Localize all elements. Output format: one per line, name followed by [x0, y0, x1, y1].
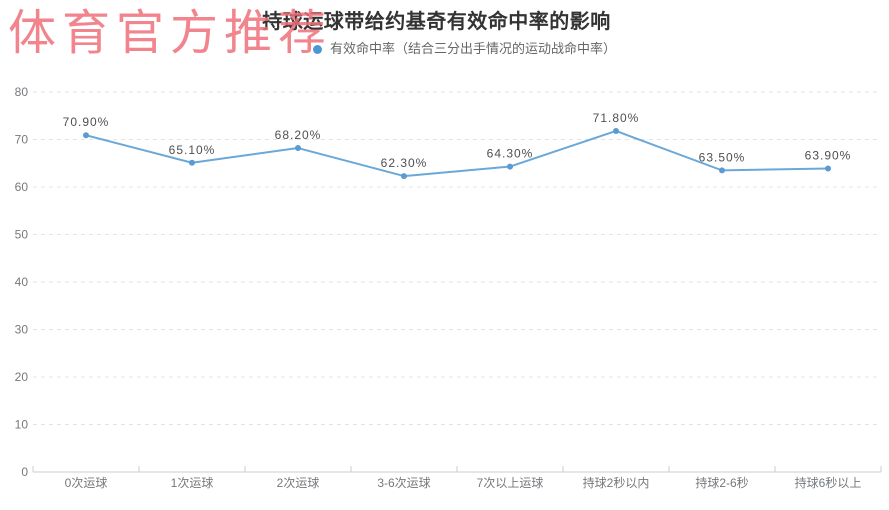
- y-axis-tick-label: 20: [15, 370, 29, 384]
- data-point-label: 71.80%: [593, 111, 640, 125]
- x-axis-label: 持球2-6秒: [695, 475, 748, 490]
- data-point-marker[interactable]: [719, 167, 725, 174]
- y-axis-tick-label: 50: [15, 228, 29, 242]
- y-axis-tick-label: 60: [15, 180, 29, 194]
- x-axis-label: 7次以上运球: [477, 476, 544, 490]
- x-axis-label: 2次运球: [277, 476, 320, 490]
- x-axis-label: 0次运球: [65, 476, 108, 490]
- x-axis-label: 1次运球: [171, 476, 214, 490]
- data-point-label: 64.30%: [487, 147, 534, 161]
- legend-label: 有效命中率（结合三分出手情况的运动战命中率）: [329, 41, 616, 56]
- chart-title: 持球运球带给约基奇有效命中率的影响: [262, 11, 611, 33]
- data-point-label: 65.10%: [169, 143, 216, 157]
- x-axis-label: 3-6次运球: [377, 476, 430, 490]
- legend-item[interactable]: 有效命中率（结合三分出手情况的运动战命中率）: [0, 42, 889, 56]
- y-axis-tick-label: 10: [15, 418, 29, 432]
- series-line: [85, 129, 829, 178]
- y-axis-tick-label: 40: [15, 275, 29, 289]
- data-point-label: 63.50%: [699, 150, 746, 164]
- data-point-marker[interactable]: [507, 163, 513, 170]
- chart-header: 持球运球带给约基奇有效命中率的影响 有效命中率（结合三分出手情况的运动战命中率）: [0, 10, 889, 56]
- y-axis-tick-label: 80: [15, 85, 29, 99]
- data-point-label: 63.90%: [805, 148, 852, 162]
- data-point-marker[interactable]: [401, 173, 407, 180]
- data-point-label: 68.20%: [275, 128, 322, 142]
- data-point-marker[interactable]: [83, 132, 89, 139]
- data-point-marker[interactable]: [295, 145, 301, 152]
- y-axis-tick-label: 0: [21, 465, 28, 479]
- data-point-marker[interactable]: [189, 159, 195, 166]
- y-axis-tick-label: 70: [15, 133, 29, 147]
- legend-dot-icon: [312, 44, 322, 54]
- x-axis-label: 持球2秒以内: [583, 475, 650, 490]
- line-chart: 0 10 20 30 40 50 60 70 80 0次运球 1次运球 2次运球 3-6次运球 7次以上运…: [15, 85, 882, 490]
- data-point-label: 62.30%: [381, 156, 428, 170]
- data-point-marker[interactable]: [825, 165, 831, 172]
- data-point-marker[interactable]: [613, 127, 619, 134]
- data-point-label: 70.90%: [63, 115, 110, 129]
- x-axis-label: 持球6秒以上: [795, 475, 862, 490]
- y-axis-tick-label: 30: [15, 323, 29, 337]
